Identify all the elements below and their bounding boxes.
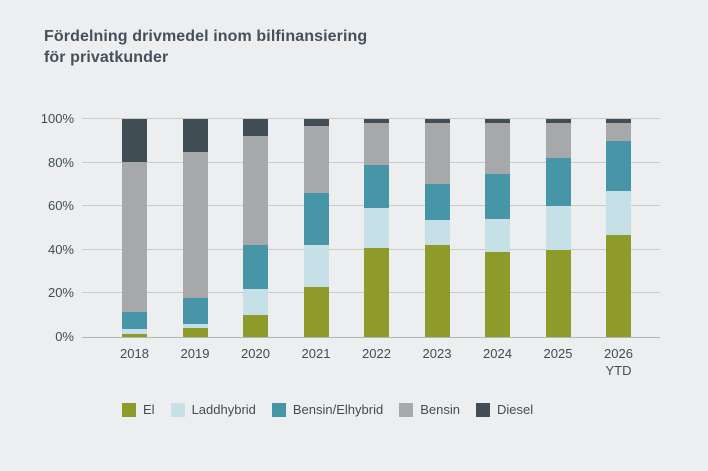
segment-el	[122, 333, 147, 337]
segment-laddhybrid	[303, 245, 329, 287]
segment-el	[182, 328, 208, 337]
segment-bensin-elhybrid	[303, 193, 329, 246]
segment-diesel	[545, 119, 571, 124]
segment-el	[243, 315, 268, 337]
segment-el	[485, 251, 510, 337]
segment-bensin-elhybrid	[424, 184, 450, 221]
legend-swatch-bensin-elhybrid	[271, 402, 286, 417]
x-tick-2021: 2021	[301, 346, 331, 361]
segment-laddhybrid	[545, 206, 571, 250]
segment-bensin-elhybrid	[545, 158, 571, 207]
segment-bensin-elhybrid	[243, 245, 268, 290]
chart-title: Fördelning drivmedel inom bilfinansierin…	[44, 28, 368, 66]
segment-bensin	[545, 123, 571, 159]
x-tick-2025: 2025	[543, 346, 573, 361]
segment-el	[545, 249, 571, 337]
legend-label-diesel: Diesel	[496, 402, 534, 417]
x-tick-2019: 2019	[180, 346, 210, 361]
bar-2021	[303, 119, 329, 337]
x-tick-2023: 2023	[422, 346, 452, 361]
legend-item-bensin-elhybrid: Bensin/Elhybrid	[271, 402, 384, 417]
legend-label-bensin-elhybrid: Bensin/Elhybrid	[292, 402, 384, 417]
y-tick-100: 100%	[40, 111, 74, 126]
segment-bensin	[122, 161, 147, 312]
legend: El Laddhybrid Bensin/Elhybrid Bensin Diesel	[122, 402, 533, 417]
legend-swatch-diesel	[475, 402, 490, 417]
bar-2019	[182, 119, 208, 337]
gridline-0	[82, 337, 660, 338]
y-tick-20: 20%	[47, 285, 74, 301]
legend-item-diesel: Diesel	[475, 402, 534, 417]
segment-bensin-elhybrid	[606, 140, 631, 191]
segment-bensin	[606, 123, 631, 141]
segment-diesel	[243, 119, 268, 137]
y-tick-60: 60%	[47, 198, 74, 214]
segment-laddhybrid	[424, 220, 450, 246]
x-tick-2020: 2020	[241, 346, 270, 361]
segment-bensin	[303, 125, 329, 194]
x-tick-2018: 2018	[120, 346, 149, 361]
segment-diesel	[424, 119, 450, 124]
segment-bensin-elhybrid	[485, 173, 510, 220]
x-tick-2022: 2022	[362, 346, 391, 361]
segment-diesel	[364, 119, 389, 124]
segment-diesel	[485, 119, 510, 124]
segment-bensin-elhybrid	[122, 311, 147, 330]
segment-bensin-elhybrid	[182, 297, 208, 324]
legend-item-laddhybrid: Laddhybrid	[170, 402, 256, 417]
segment-laddhybrid	[182, 323, 208, 329]
segment-bensin	[364, 123, 389, 165]
legend-item-el: El	[122, 402, 155, 417]
segment-diesel	[122, 119, 147, 162]
segment-el	[303, 286, 329, 337]
gridline-100	[82, 118, 660, 119]
segment-laddhybrid	[485, 219, 510, 252]
plot-area	[82, 118, 660, 338]
bar-2018	[122, 119, 147, 337]
segment-diesel	[182, 119, 208, 152]
segment-el	[424, 245, 450, 337]
bar-2026-ytd	[606, 119, 631, 337]
legend-swatch-laddhybrid	[170, 402, 185, 417]
bars-row	[82, 119, 660, 337]
legend-item-bensin: Bensin	[399, 402, 460, 417]
y-tick-0: 0%	[55, 329, 74, 344]
legend-label-el: El	[143, 402, 155, 417]
legend-swatch-el	[122, 402, 136, 417]
bar-2025	[545, 119, 571, 337]
segment-bensin	[182, 151, 208, 298]
segment-el	[606, 234, 631, 337]
x-tick-2026-ytd: 2026 YTD	[604, 346, 633, 378]
segment-bensin	[424, 123, 450, 185]
x-tick-2024: 2024	[483, 346, 512, 361]
segment-bensin-elhybrid	[364, 164, 389, 209]
segment-diesel	[606, 119, 631, 124]
bar-2022	[364, 119, 389, 337]
bar-2020	[243, 119, 268, 337]
segment-laddhybrid	[606, 190, 631, 235]
y-tick-80: 80%	[47, 154, 74, 170]
bar-2023	[424, 119, 450, 337]
segment-el	[364, 247, 389, 337]
legend-swatch-bensin	[399, 402, 414, 417]
legend-label-bensin: Bensin	[420, 402, 460, 417]
segment-laddhybrid	[364, 208, 389, 248]
segment-laddhybrid	[243, 289, 268, 316]
bar-2024	[485, 119, 510, 337]
segment-bensin	[243, 136, 268, 246]
legend-label-laddhybrid: Laddhybrid	[191, 402, 256, 417]
segment-laddhybrid	[122, 329, 147, 334]
y-tick-40: 40%	[47, 241, 74, 257]
segment-bensin	[485, 123, 510, 174]
segment-diesel	[303, 119, 329, 126]
